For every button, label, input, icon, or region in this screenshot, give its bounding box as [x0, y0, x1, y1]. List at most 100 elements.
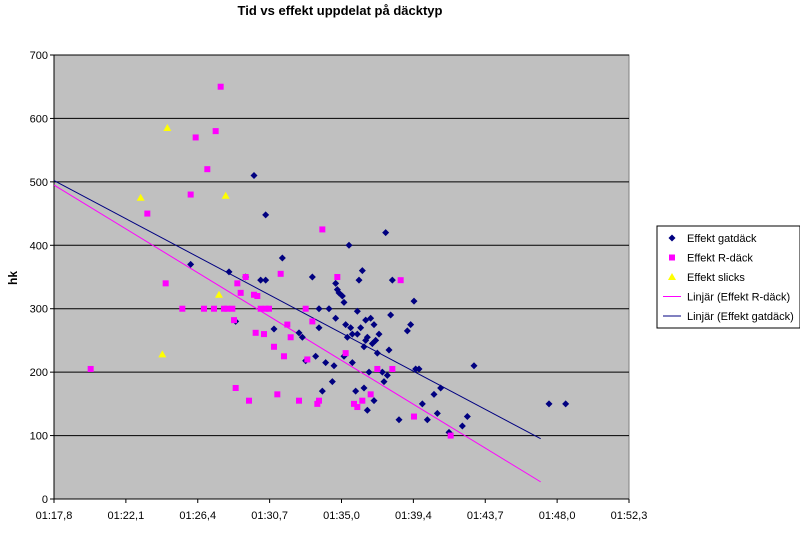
x-tick-label-5: 01:39,4	[395, 510, 432, 522]
point-s0-60	[387, 311, 395, 319]
point-s1-50	[447, 432, 454, 439]
point-s0-6	[262, 276, 270, 284]
point-s1-33	[296, 397, 302, 404]
y-tick-labels: 0 100 200 300 400 500 600 700	[30, 50, 54, 506]
point-s0-69	[423, 416, 431, 424]
y-tick-label-0: 0	[42, 494, 48, 506]
point-s0-46	[363, 333, 371, 341]
point-s1-41	[342, 350, 349, 357]
point-s0-10	[295, 329, 303, 337]
point-s1-34	[302, 305, 309, 312]
point-s1-36	[309, 318, 316, 325]
y-tick-label-1: 100	[30, 431, 48, 443]
legend: Effekt gatdäck Effekt R-däck Effekt slicks…	[656, 225, 800, 329]
x-tick-label-7: 01:48,0	[539, 510, 576, 522]
point-s1-9	[212, 128, 219, 135]
point-s0-45	[363, 406, 371, 414]
point-s0-36	[353, 330, 361, 338]
point-s1-8	[211, 305, 217, 312]
point-s0-56	[380, 378, 388, 386]
point-s1-3	[179, 305, 186, 312]
point-s1-27	[271, 343, 277, 350]
point-s0-50	[370, 397, 378, 405]
point-s1-28	[274, 391, 281, 398]
point-s0-72	[437, 384, 445, 392]
point-s1-15	[232, 385, 239, 391]
point-s0-29	[342, 321, 350, 329]
legend-label-4: Linjär (Effekt gatdäck)	[687, 311, 794, 323]
point-s0-27	[340, 298, 348, 306]
point-s0-8	[270, 325, 278, 333]
point-s0-31	[345, 241, 353, 249]
point-s1-39	[319, 226, 326, 233]
point-s2-2	[163, 123, 172, 131]
point-s0-61	[388, 276, 396, 284]
point-s1-46	[374, 365, 381, 372]
point-s1-37	[314, 400, 321, 407]
point-s0-77	[545, 400, 553, 408]
point-s1-5	[192, 134, 199, 141]
legend-label-0: Effekt gatdäck	[687, 233, 757, 245]
point-s1-31	[284, 321, 291, 328]
legend-label-2: Effekt slicks	[687, 272, 745, 284]
point-s0-48	[367, 314, 375, 322]
point-s0-38	[355, 276, 363, 284]
x-tick-label-1: 01:22,1	[108, 510, 145, 522]
point-s0-51	[370, 321, 378, 329]
point-s1-18	[242, 274, 249, 280]
point-s1-30	[281, 353, 287, 360]
point-s1-25	[262, 305, 269, 312]
chart-title: Tid vs effekt uppdelat på däcktyp	[238, 3, 443, 18]
plot-area	[53, 54, 630, 500]
legend-swatch-2	[668, 273, 676, 280]
point-s1-20	[251, 291, 257, 298]
point-s0-26	[338, 292, 346, 300]
point-s1-17	[237, 289, 244, 296]
point-s0-20	[328, 378, 336, 386]
point-s0-18	[322, 359, 330, 367]
point-s0-74	[458, 422, 466, 430]
trend-line-1	[53, 180, 541, 440]
point-s1-11	[221, 305, 227, 312]
point-s1-16	[234, 280, 241, 287]
point-s0-53	[373, 349, 381, 357]
point-s1-45	[367, 391, 374, 398]
point-s0-7	[262, 211, 270, 219]
point-s1-0	[87, 365, 94, 372]
y-tick-label-6: 600	[30, 113, 48, 125]
legend-label-1: Effekt R-däck	[687, 253, 753, 265]
point-s1-26	[266, 305, 272, 312]
point-s0-30	[343, 333, 351, 341]
point-s0-59	[385, 346, 393, 354]
legend-label-3: Linjär (Effekt R-däck)	[687, 292, 790, 304]
point-s1-2	[162, 280, 169, 287]
point-s0-16	[315, 305, 323, 313]
point-s0-23	[332, 279, 340, 287]
point-s1-38	[316, 397, 322, 404]
point-s1-44	[359, 397, 366, 404]
point-s0-42	[360, 384, 368, 392]
x-tick-label-4: 01:35,0	[323, 510, 360, 522]
point-s0-17	[318, 387, 326, 395]
point-s1-24	[261, 331, 267, 338]
legend-swatch-1	[669, 254, 675, 261]
point-s0-15	[315, 324, 323, 332]
x-tick-label-2: 01:26,4	[179, 510, 216, 522]
point-s0-75	[463, 413, 471, 421]
point-s2-1	[158, 350, 167, 358]
point-s1-32	[287, 334, 294, 341]
legend-swatch-0	[668, 234, 676, 242]
y-axis-title: hk	[6, 271, 20, 285]
x-tick-label-8: 01:52,3	[611, 510, 648, 522]
point-s0-14	[312, 352, 320, 360]
point-s0-11	[298, 333, 306, 341]
point-s0-58	[383, 371, 391, 379]
point-s0-62	[395, 416, 403, 424]
point-s0-0	[187, 260, 195, 268]
point-s1-6	[201, 305, 207, 312]
point-s0-33	[348, 359, 356, 367]
point-s1-23	[257, 305, 264, 312]
point-s1-19	[246, 397, 252, 404]
point-s1-21	[252, 329, 259, 336]
